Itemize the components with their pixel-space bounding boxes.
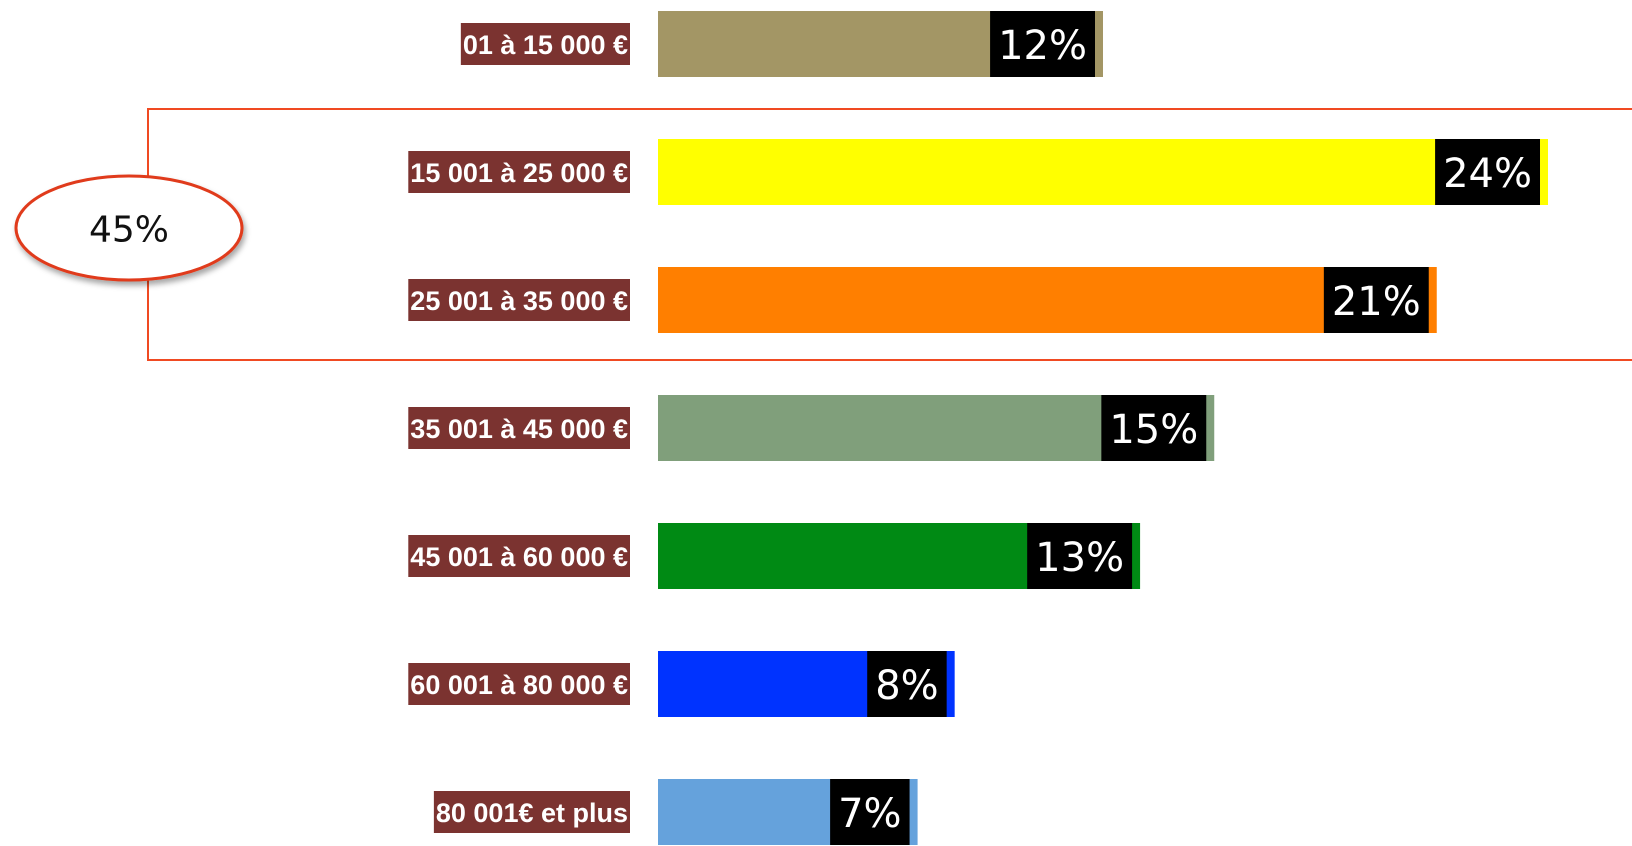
value-label: 13% <box>1035 535 1124 581</box>
value-label: 12% <box>998 23 1087 69</box>
category-label: 60 001 à 80 000 € <box>410 670 628 700</box>
bar <box>658 267 1437 333</box>
annotation-label: 45% <box>89 210 169 251</box>
category-label: 80 001€ et plus <box>436 798 628 828</box>
category-label: 25 001 à 35 000 € <box>410 286 628 316</box>
category-label: 35 001 à 45 000 € <box>410 414 628 444</box>
category-label: 45 001 à 60 000 € <box>410 542 628 572</box>
bar <box>658 139 1548 205</box>
annotation-ellipse <box>14 174 244 282</box>
value-label-bg <box>990 11 1095 77</box>
value-label-bg <box>1101 395 1207 461</box>
value-label: 8% <box>875 663 938 709</box>
category-label: 15 001 à 25 000 € <box>410 158 628 188</box>
value-label: 21% <box>1332 279 1421 325</box>
value-label-bg <box>867 651 947 717</box>
value-label: 7% <box>838 791 901 837</box>
category-label-bg <box>433 791 630 833</box>
category-label-bg <box>408 535 630 577</box>
category-label-bg <box>460 23 630 65</box>
value-label-bg <box>1027 523 1133 589</box>
value-label: 24% <box>1443 151 1532 197</box>
category-label-bg <box>408 407 630 449</box>
value-label-bg <box>830 779 910 845</box>
value-label-bg <box>1323 267 1429 333</box>
value-label-bg <box>1435 139 1540 205</box>
category-label: 01 à 15 000 € <box>463 30 628 60</box>
category-label-bg <box>408 663 630 705</box>
category-label-bg <box>408 151 630 193</box>
category-label-bg <box>408 279 630 321</box>
value-label: 15% <box>1109 407 1198 453</box>
